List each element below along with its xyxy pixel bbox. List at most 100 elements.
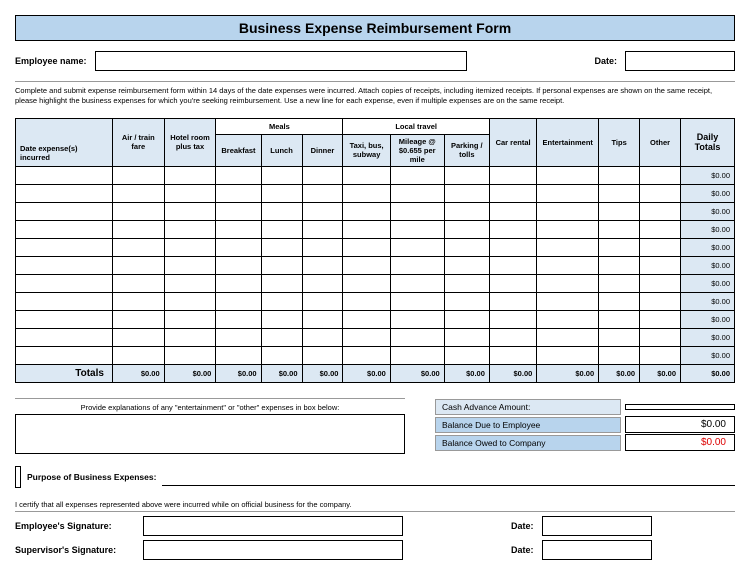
table-cell[interactable]: [112, 346, 164, 364]
table-cell[interactable]: [599, 238, 640, 256]
table-cell[interactable]: [216, 220, 261, 238]
table-cell[interactable]: [390, 220, 444, 238]
table-cell[interactable]: [164, 166, 216, 184]
table-cell[interactable]: [537, 274, 599, 292]
table-cell[interactable]: [216, 166, 261, 184]
table-cell[interactable]: [390, 274, 444, 292]
table-cell[interactable]: [489, 202, 536, 220]
table-cell[interactable]: [16, 220, 113, 238]
table-cell[interactable]: [489, 292, 536, 310]
table-cell[interactable]: [216, 292, 261, 310]
table-cell[interactable]: [343, 256, 390, 274]
table-cell[interactable]: [640, 238, 681, 256]
table-cell[interactable]: [343, 202, 390, 220]
table-cell[interactable]: [444, 220, 489, 238]
table-cell[interactable]: [261, 220, 302, 238]
table-cell[interactable]: [112, 328, 164, 346]
table-cell[interactable]: [390, 184, 444, 202]
table-cell[interactable]: [489, 238, 536, 256]
table-cell[interactable]: [390, 256, 444, 274]
table-cell[interactable]: [302, 328, 343, 346]
table-cell[interactable]: [489, 184, 536, 202]
employee-name-field[interactable]: [95, 51, 468, 71]
table-cell[interactable]: [390, 310, 444, 328]
table-cell[interactable]: [112, 238, 164, 256]
table-cell[interactable]: [302, 202, 343, 220]
table-cell[interactable]: [444, 238, 489, 256]
purpose-field[interactable]: [162, 468, 735, 486]
table-cell[interactable]: [164, 220, 216, 238]
explain-box[interactable]: [15, 414, 405, 454]
table-cell[interactable]: [16, 274, 113, 292]
employee-sig-date-field[interactable]: [542, 516, 652, 536]
table-cell[interactable]: [537, 238, 599, 256]
table-cell[interactable]: [261, 202, 302, 220]
table-cell[interactable]: [164, 256, 216, 274]
table-cell[interactable]: [112, 274, 164, 292]
table-cell[interactable]: [599, 220, 640, 238]
table-cell[interactable]: [261, 346, 302, 364]
table-cell[interactable]: [16, 166, 113, 184]
table-cell[interactable]: [640, 220, 681, 238]
table-cell[interactable]: [216, 346, 261, 364]
table-cell[interactable]: [390, 328, 444, 346]
table-cell[interactable]: [216, 184, 261, 202]
table-cell[interactable]: [444, 328, 489, 346]
table-cell[interactable]: [261, 310, 302, 328]
table-cell[interactable]: [343, 328, 390, 346]
table-cell[interactable]: [16, 328, 113, 346]
table-cell[interactable]: [640, 202, 681, 220]
table-cell[interactable]: [599, 256, 640, 274]
table-cell[interactable]: [537, 166, 599, 184]
table-cell[interactable]: [343, 274, 390, 292]
table-cell[interactable]: [261, 274, 302, 292]
table-cell[interactable]: [343, 238, 390, 256]
table-cell[interactable]: [216, 238, 261, 256]
table-cell[interactable]: [216, 328, 261, 346]
table-cell[interactable]: [16, 310, 113, 328]
table-cell[interactable]: [599, 346, 640, 364]
table-cell[interactable]: [537, 310, 599, 328]
table-cell[interactable]: [640, 310, 681, 328]
table-cell[interactable]: [640, 166, 681, 184]
table-cell[interactable]: [164, 184, 216, 202]
table-cell[interactable]: [489, 328, 536, 346]
table-cell[interactable]: [216, 274, 261, 292]
table-cell[interactable]: [261, 292, 302, 310]
table-cell[interactable]: [302, 238, 343, 256]
table-cell[interactable]: [16, 292, 113, 310]
table-cell[interactable]: [343, 292, 390, 310]
table-cell[interactable]: [112, 310, 164, 328]
table-cell[interactable]: [112, 184, 164, 202]
table-cell[interactable]: [537, 328, 599, 346]
table-cell[interactable]: [261, 166, 302, 184]
table-cell[interactable]: [164, 238, 216, 256]
table-cell[interactable]: [343, 346, 390, 364]
table-cell[interactable]: [302, 292, 343, 310]
table-cell[interactable]: [343, 166, 390, 184]
table-cell[interactable]: [640, 346, 681, 364]
table-cell[interactable]: [302, 184, 343, 202]
table-cell[interactable]: [16, 256, 113, 274]
table-cell[interactable]: [302, 220, 343, 238]
table-cell[interactable]: [261, 256, 302, 274]
table-cell[interactable]: [444, 274, 489, 292]
table-cell[interactable]: [343, 184, 390, 202]
table-cell[interactable]: [537, 220, 599, 238]
table-cell[interactable]: [261, 184, 302, 202]
table-cell[interactable]: [112, 202, 164, 220]
table-cell[interactable]: [112, 166, 164, 184]
table-cell[interactable]: [16, 202, 113, 220]
table-cell[interactable]: [164, 274, 216, 292]
table-cell[interactable]: [599, 184, 640, 202]
table-cell[interactable]: [599, 202, 640, 220]
table-cell[interactable]: [599, 328, 640, 346]
table-cell[interactable]: [302, 274, 343, 292]
table-cell[interactable]: [164, 328, 216, 346]
table-cell[interactable]: [390, 202, 444, 220]
table-cell[interactable]: [164, 346, 216, 364]
table-cell[interactable]: [390, 166, 444, 184]
table-cell[interactable]: [489, 310, 536, 328]
table-cell[interactable]: [112, 220, 164, 238]
table-cell[interactable]: [444, 256, 489, 274]
